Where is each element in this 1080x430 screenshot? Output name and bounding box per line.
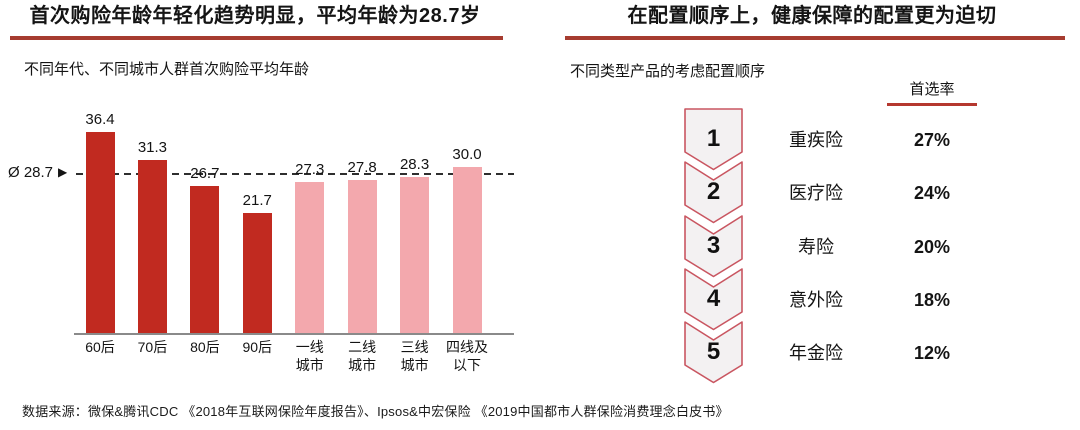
preference-rate-value: 20% xyxy=(913,236,951,257)
bar-70后 xyxy=(137,160,167,333)
preference-rate-underline xyxy=(887,103,977,106)
category-label: 60后 xyxy=(85,339,115,355)
left-chart-subtitle: 不同年代、不同城市人群首次购险平均年龄 xyxy=(24,61,310,78)
category-label: 70后 xyxy=(137,339,168,355)
chevron-arrow-icon xyxy=(684,161,743,224)
category-label: 三线 城市 xyxy=(400,339,429,373)
preference-rate-value: 12% xyxy=(913,343,951,364)
bar-60后 xyxy=(85,132,115,333)
average-value-label: Ø 28.7 xyxy=(8,164,54,181)
bar-value-label: 27.8 xyxy=(347,158,377,176)
rank-chevron-4: 4 xyxy=(684,268,743,331)
preference-rate-header: 首选率 xyxy=(909,81,955,98)
left-panel-title: 首次购险年龄年轻化趋势明显，平均年龄为28.7岁 xyxy=(29,5,481,27)
rank-number: 3 xyxy=(706,231,721,259)
rank-chevron-2: 2 xyxy=(684,161,743,224)
product-type-label: 重疾险 xyxy=(789,130,843,150)
bar-90后 xyxy=(242,213,272,333)
product-type-label: 寿险 xyxy=(798,236,834,257)
rank-chevron-1: 1 xyxy=(684,108,743,171)
chevron-arrow-icon xyxy=(684,321,743,384)
bar-80后 xyxy=(190,185,220,333)
bar-一线城市 xyxy=(295,182,325,333)
data-source-note: 数据来源：微保&腾讯CDC 《2018年互联网保险年度报告》、Ipsos&中宏保… xyxy=(22,404,729,419)
category-axis: 60后 70后 80后 90后 一线 城市 二线 城市 三线 城市 四线及 以下 xyxy=(74,339,514,379)
bar-chart: 36.4 31.3 26.7 21.7 27.3 27.8 28.3 30.0 xyxy=(74,100,514,333)
average-arrow-icon: ▶ xyxy=(58,165,68,179)
product-type-label: 年金险 xyxy=(789,343,843,364)
rank-number: 4 xyxy=(706,284,721,312)
bar-value-label: 28.3 xyxy=(399,155,430,173)
product-type-label: 医疗险 xyxy=(789,183,843,204)
bar-value-label: 26.7 xyxy=(190,164,220,182)
right-title-underline xyxy=(565,36,1065,40)
preference-rate-value: 24% xyxy=(913,183,951,204)
chevron-arrow-icon xyxy=(684,108,743,171)
right-panel-title: 在配置顺序上，健康保障的配置更为迫切 xyxy=(627,5,997,27)
category-label: 一线 城市 xyxy=(295,339,324,373)
chevron-arrow-icon xyxy=(684,268,743,331)
category-label: 80后 xyxy=(190,339,220,355)
category-label: 四线及 以下 xyxy=(446,339,488,373)
category-label: 二线 城市 xyxy=(348,339,377,373)
product-type-label: 意外险 xyxy=(789,289,843,310)
preference-rate-value: 18% xyxy=(913,289,951,310)
left-title-underline xyxy=(10,36,503,40)
rank-chevron-3: 3 xyxy=(684,214,743,278)
rank-number: 2 xyxy=(706,178,721,206)
category-label: 90后 xyxy=(242,339,273,355)
x-axis-line xyxy=(74,333,514,335)
preference-rate-value: 27% xyxy=(913,130,951,150)
average-marker: Ø 28.7 ▶ xyxy=(8,164,67,181)
bar-value-label: 36.4 xyxy=(85,111,115,129)
rank-chevron-5: 5 xyxy=(684,321,743,384)
bar-value-label: 31.3 xyxy=(137,139,168,157)
average-dashed-line xyxy=(76,172,514,175)
bar-value-label: 27.3 xyxy=(295,161,325,179)
rank-number: 5 xyxy=(706,338,721,366)
right-list-subtitle: 不同类型产品的考虑配置顺序 xyxy=(570,63,766,80)
bar-三线城市 xyxy=(400,176,430,333)
rank-number: 1 xyxy=(706,125,721,152)
bar-二线城市 xyxy=(347,179,377,333)
bar-value-label: 30.0 xyxy=(452,146,482,164)
bar-value-label: 21.7 xyxy=(242,192,272,210)
bar-四线及以下 xyxy=(452,167,482,333)
chevron-arrow-icon xyxy=(684,214,743,277)
